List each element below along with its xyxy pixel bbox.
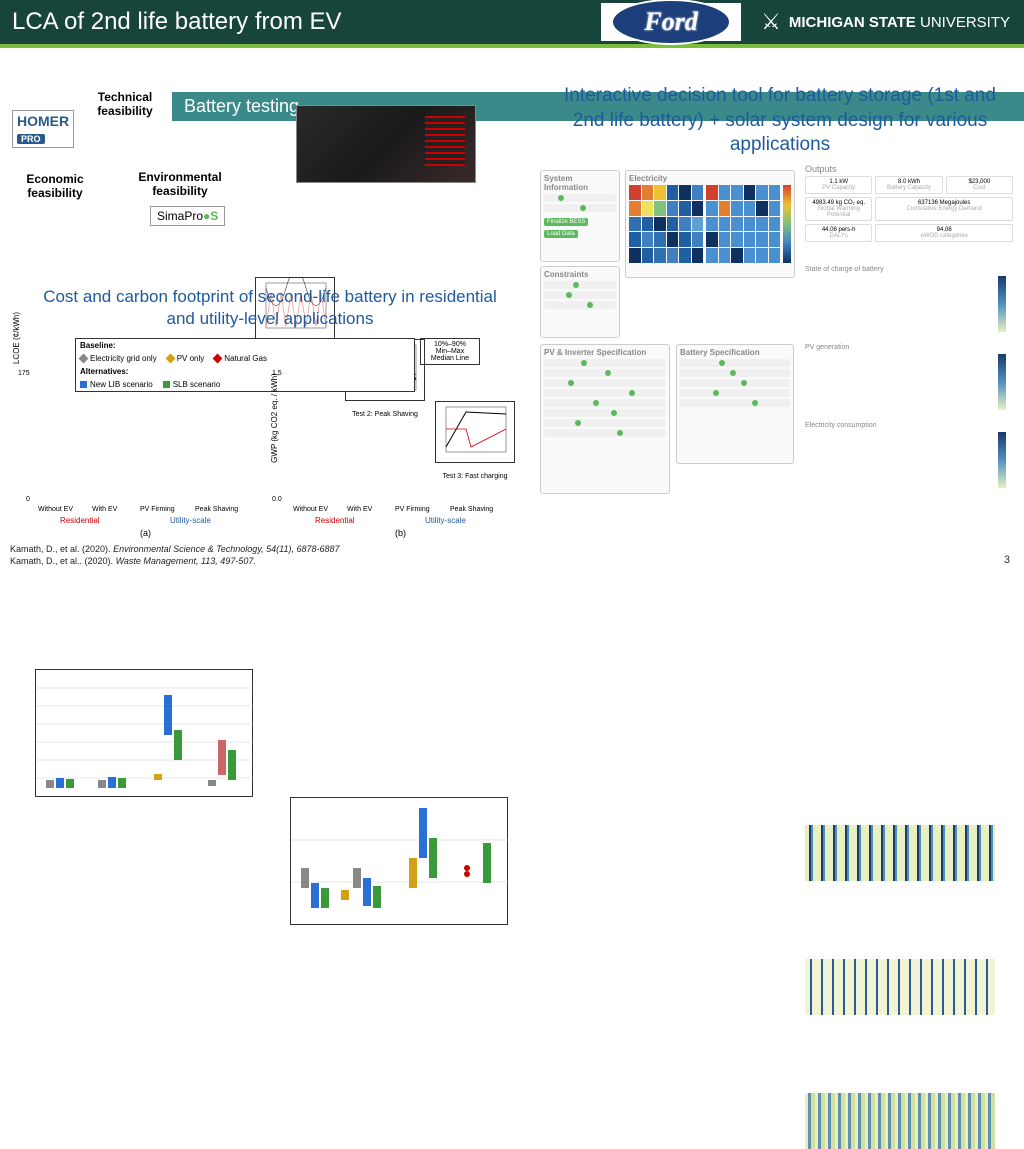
out-4: 637136 MegajoulesCumulative Energy Deman… [875, 197, 1013, 221]
tool-battery: Battery Specification [676, 344, 794, 464]
slide-header: LCA of 2nd life battery from EV Ford ⚔ M… [0, 0, 1024, 44]
tool-pv: PV & Inverter Specification [540, 344, 670, 494]
ford-logo: Ford [601, 3, 741, 41]
leg-i4: SLB scenario [173, 380, 221, 389]
boxplot-b-ylabel: GWP (kg CO2 eq. / kWh) [270, 368, 279, 468]
hm1-colorbar [998, 276, 1006, 332]
leg-baseline: Baseline: [80, 341, 116, 350]
xcat-b1: With EV [347, 506, 372, 513]
citation-1: Kamath, D., et al. (2020). Environmental… [10, 544, 340, 556]
ytick-b-bot: 0.0 [272, 496, 282, 503]
heatmap-2 [805, 959, 995, 1015]
hm3-colorbar [998, 432, 1006, 488]
slide-title: LCA of 2nd life battery from EV [12, 8, 342, 36]
spartan-icon: ⚔ [761, 9, 781, 35]
boxplot-legend: Baseline: Electricity grid only PV only … [75, 338, 415, 392]
mc3-title: Test 3: Fast charging [436, 473, 514, 480]
ytick-a-bot: 0 [26, 496, 30, 503]
pv-title: PV & Inverter Specification [544, 348, 666, 357]
homer-text: HOMER [17, 113, 69, 129]
battery-photo [296, 105, 476, 183]
out-6: 94.06eWOD categories [875, 224, 1013, 242]
xcat-a3: Peak Shaving [195, 506, 238, 513]
homer-logo: HOMER PRO [12, 110, 74, 148]
sysinfo-title: System Information [544, 174, 616, 192]
tool-sysinfo: System Information Finalize BESS Load Da… [540, 170, 620, 262]
xcat-b3: Peak Shaving [450, 506, 493, 513]
ytick-a-top: 175 [18, 370, 30, 377]
header-logos: Ford ⚔ MICHIGAN STATE UNIVERSITY [601, 0, 1024, 44]
util-a: Utility-scale [170, 516, 211, 525]
util-b: Utility-scale [425, 516, 466, 525]
leg-alt: Alternatives: [80, 367, 128, 376]
out-0: 1.1 kWPV Capacity [805, 176, 872, 194]
out-2: $23,000Cost [946, 176, 1013, 194]
ford-oval: Ford [611, 0, 731, 45]
output-cards: 1.1 kWPV Capacity 8.0 kWhBattery Capacit… [805, 176, 1013, 242]
res-a: Residential [60, 516, 100, 525]
xcat-a0: Without EV [38, 506, 73, 513]
xcat-b2: PV Firming [395, 506, 430, 513]
battery-testing-label: Battery testing [184, 96, 299, 116]
load-btn[interactable]: Load Data [544, 230, 578, 238]
out-5: 44.06 pers-hDALYs [805, 224, 872, 242]
tool-constraints: Constraints [540, 266, 620, 338]
constraints-title: Constraints [544, 270, 616, 279]
out-1: 8.0 kWhBattery Capacity [875, 176, 942, 194]
homer-pro: PRO [17, 134, 45, 144]
hm1-label: State of charge of battery [805, 266, 884, 273]
hm3-label: Electricity consumption [805, 422, 877, 429]
tool-electricity: Electricity [625, 170, 795, 278]
msu-logo: ⚔ MICHIGAN STATE UNIVERSITY [747, 0, 1024, 44]
panel-b-label: (b) [395, 528, 406, 538]
msu-bold: MICHIGAN STATE [789, 14, 916, 31]
simapro-text: SimaPro [157, 209, 203, 223]
electricity-title: Electricity [629, 174, 791, 183]
out-3: 4983.49 kg CO₂ eq.Global Warming Potenti… [805, 197, 872, 221]
leg-i0: Electricity grid only [90, 354, 157, 363]
hm2-colorbar [998, 354, 1006, 410]
heatmap-1 [805, 825, 995, 881]
leg-i2: Natural Gas [224, 354, 267, 363]
boxplot-b [290, 797, 508, 925]
mc2-title: Test 2: Peak Shaving [346, 411, 424, 418]
xcat-a1: With EV [92, 506, 117, 513]
xcat-b0: Without EV [293, 506, 328, 513]
xcat-a2: PV Firming [140, 506, 175, 513]
simapro-logo: SimaPro●S [150, 206, 225, 226]
page-number: 3 [1004, 554, 1010, 566]
hm2-label: PV generation [805, 344, 849, 351]
legend-box-2: 10%–90% Min–Max Median Line [420, 338, 480, 365]
msu-light: UNIVERSITY [916, 14, 1010, 31]
subtitle-left: Cost and carbon footprint of second-life… [40, 286, 500, 330]
subtitle-right: Interactive decision tool for battery st… [550, 84, 1010, 158]
content-area: Technical feasibility HOMER PRO Economic… [0, 48, 1024, 576]
label-environmental: Environmental feasibility [130, 170, 230, 199]
label-economic: Economic feasibility [20, 172, 90, 201]
ytick-b-top: 1.5 [272, 370, 282, 377]
panel-a-label: (a) [140, 528, 151, 538]
boxplot-a [35, 669, 253, 797]
res-b: Residential [315, 516, 355, 525]
leg-i1: PV only [177, 354, 205, 363]
battery-title: Battery Specification [680, 348, 790, 357]
leg-i3: New LIB scenario [90, 380, 153, 389]
citation-2: Kamath, D., et al.. (2020). Waste Manage… [10, 556, 256, 568]
outputs-title: Outputs [805, 164, 837, 174]
heatmap-3 [805, 1093, 995, 1149]
run-btn[interactable]: Finalize BESS [544, 218, 588, 226]
mini-chart-3: Test 3: Fast charging [435, 401, 515, 463]
label-technical: Technical feasibility [90, 90, 160, 119]
